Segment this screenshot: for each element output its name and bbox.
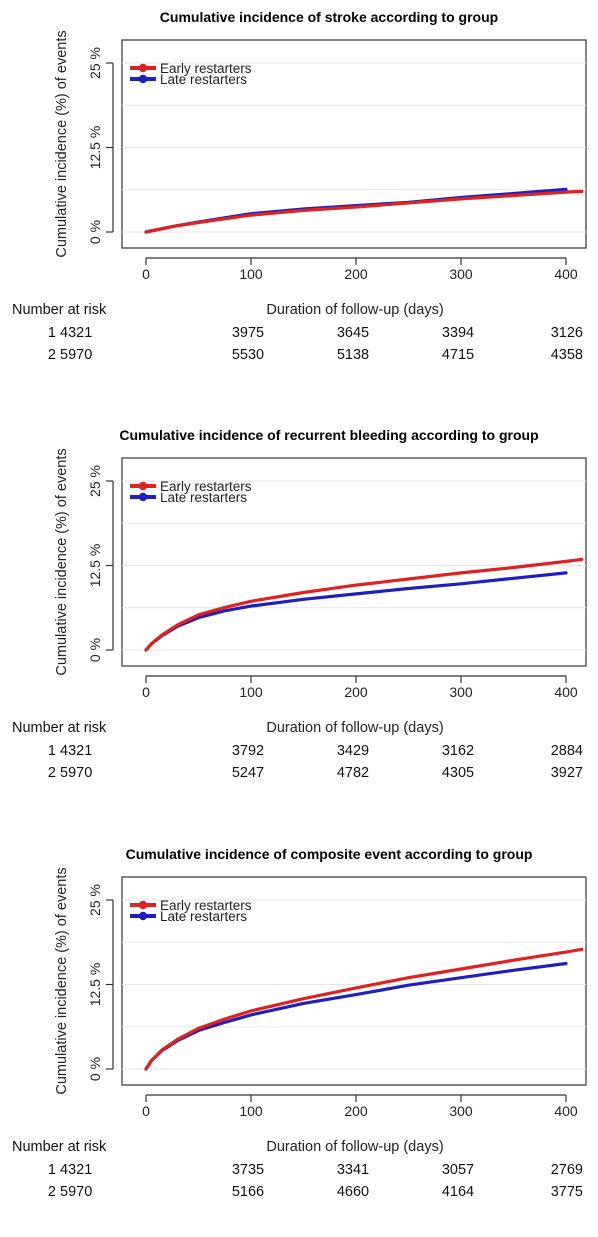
- x-tick-label: 0: [142, 1103, 150, 1119]
- x-tick-label: 0: [142, 266, 150, 282]
- plot-frame: [121, 876, 587, 1086]
- y-axis-label: Cumulative incidence (%) of events: [54, 867, 70, 1094]
- risk-value: 5970: [60, 1184, 92, 1200]
- number-at-risk-label: Number at risk: [12, 302, 107, 318]
- chart-panel-recurrent-bleeding: Cumulative incidence of recurrent bleedi…: [0, 418, 598, 818]
- series-line-early-restarters: [144, 557, 584, 652]
- x-tick-label: 300: [449, 684, 473, 700]
- risk-value: 3735: [232, 1162, 264, 1178]
- chart-title: Cumulative incidence of stroke according…: [160, 9, 498, 25]
- x-axis-label: Duration of follow-up (days): [266, 1139, 443, 1155]
- legend-label: Early restarters: [160, 61, 252, 76]
- risk-value: 3057: [442, 1162, 474, 1178]
- risk-value: 4782: [337, 765, 369, 781]
- plot-frame: [121, 39, 587, 249]
- number-at-risk-label: Number at risk: [12, 1139, 107, 1155]
- risk-value: 4321: [60, 325, 92, 341]
- x-tick-label: 400: [554, 684, 578, 700]
- risk-value: 4321: [60, 1162, 92, 1178]
- x-tick-label: 200: [344, 1103, 368, 1119]
- risk-value: 3927: [551, 765, 583, 781]
- chart-panel-stroke: Cumulative incidence of stroke according…: [0, 0, 598, 400]
- series-line-early-restarters: [144, 947, 584, 1071]
- risk-value: 4164: [442, 1184, 474, 1200]
- chart-panel-composite-event: Cumulative incidence of composite event …: [0, 837, 598, 1237]
- y-axis-label: Cumulative incidence (%) of events: [54, 448, 70, 675]
- x-tick-label: 400: [554, 1103, 578, 1119]
- risk-value: 3394: [442, 325, 474, 341]
- risk-row-label: 2: [48, 1184, 56, 1200]
- y-tick-label: 0 %: [87, 220, 103, 244]
- x-tick-label: 200: [344, 266, 368, 282]
- risk-row-label: 1: [48, 1162, 56, 1178]
- risk-row-label: 1: [48, 325, 56, 341]
- x-tick-label: 100: [239, 266, 263, 282]
- risk-value: 3775: [551, 1184, 583, 1200]
- risk-row-label: 1: [48, 743, 56, 759]
- y-tick-label: 25 %: [87, 465, 103, 497]
- risk-value: 3429: [337, 743, 369, 759]
- risk-value: 5138: [337, 347, 369, 363]
- risk-value: 4715: [442, 347, 474, 363]
- y-tick-label: 12.5 %: [87, 963, 103, 1007]
- chart-svg: Cumulative incidence of stroke according…: [12, 9, 587, 363]
- legend-label: Late restarters: [160, 72, 247, 87]
- legend-swatch-dot: [138, 900, 148, 910]
- risk-value: 4358: [551, 347, 583, 363]
- risk-value: 3126: [551, 325, 583, 341]
- risk-value: 5247: [232, 765, 264, 781]
- risk-value: 2884: [551, 743, 583, 759]
- x-tick-label: 200: [344, 684, 368, 700]
- risk-value: 4321: [60, 743, 92, 759]
- risk-value: 3975: [232, 325, 264, 341]
- chart-svg: Cumulative incidence of composite event …: [12, 846, 587, 1200]
- risk-value: 3645: [337, 325, 369, 341]
- x-tick-label: 300: [449, 266, 473, 282]
- x-tick-label: 100: [239, 1103, 263, 1119]
- risk-value: 5166: [232, 1184, 264, 1200]
- series-line-early-restarters: [144, 189, 584, 234]
- y-axis-label: Cumulative incidence (%) of events: [54, 30, 70, 257]
- x-axis-label: Duration of follow-up (days): [266, 302, 443, 318]
- legend-swatch-dot: [138, 911, 148, 921]
- y-tick-label: 25 %: [87, 47, 103, 79]
- x-tick-label: 0: [142, 684, 150, 700]
- chart-svg: Cumulative incidence of recurrent bleedi…: [12, 427, 587, 781]
- risk-value: 3162: [442, 743, 474, 759]
- chart-title: Cumulative incidence of composite event …: [126, 846, 533, 862]
- risk-value: 4660: [337, 1184, 369, 1200]
- x-tick-label: 400: [554, 266, 578, 282]
- y-tick-label: 0 %: [87, 1057, 103, 1081]
- y-tick-label: 25 %: [87, 884, 103, 916]
- legend-swatch-dot: [138, 63, 148, 73]
- x-tick-label: 100: [239, 684, 263, 700]
- risk-value: 5970: [60, 765, 92, 781]
- risk-row-label: 2: [48, 347, 56, 363]
- x-axis-label: Duration of follow-up (days): [266, 720, 443, 736]
- legend-label: Early restarters: [160, 479, 252, 494]
- risk-value: 2769: [551, 1162, 583, 1178]
- risk-value: 3792: [232, 743, 264, 759]
- legend-swatch-dot: [138, 492, 148, 502]
- risk-value: 5530: [232, 347, 264, 363]
- x-tick-label: 300: [449, 1103, 473, 1119]
- y-tick-label: 12.5 %: [87, 544, 103, 588]
- number-at-risk-label: Number at risk: [12, 720, 107, 736]
- risk-row-label: 2: [48, 765, 56, 781]
- series-line-late-restarters: [144, 961, 568, 1071]
- risk-value: 4305: [442, 765, 474, 781]
- plot-frame: [121, 457, 587, 667]
- chart-title: Cumulative incidence of recurrent bleedi…: [119, 427, 538, 443]
- legend-label: Late restarters: [160, 909, 247, 924]
- risk-value: 5970: [60, 347, 92, 363]
- y-tick-label: 12.5 %: [87, 126, 103, 170]
- legend-label: Late restarters: [160, 490, 247, 505]
- legend-swatch-dot: [138, 481, 148, 491]
- risk-value: 3341: [337, 1162, 369, 1178]
- y-tick-label: 0 %: [87, 638, 103, 662]
- legend-swatch-dot: [138, 74, 148, 84]
- legend-label: Early restarters: [160, 898, 252, 913]
